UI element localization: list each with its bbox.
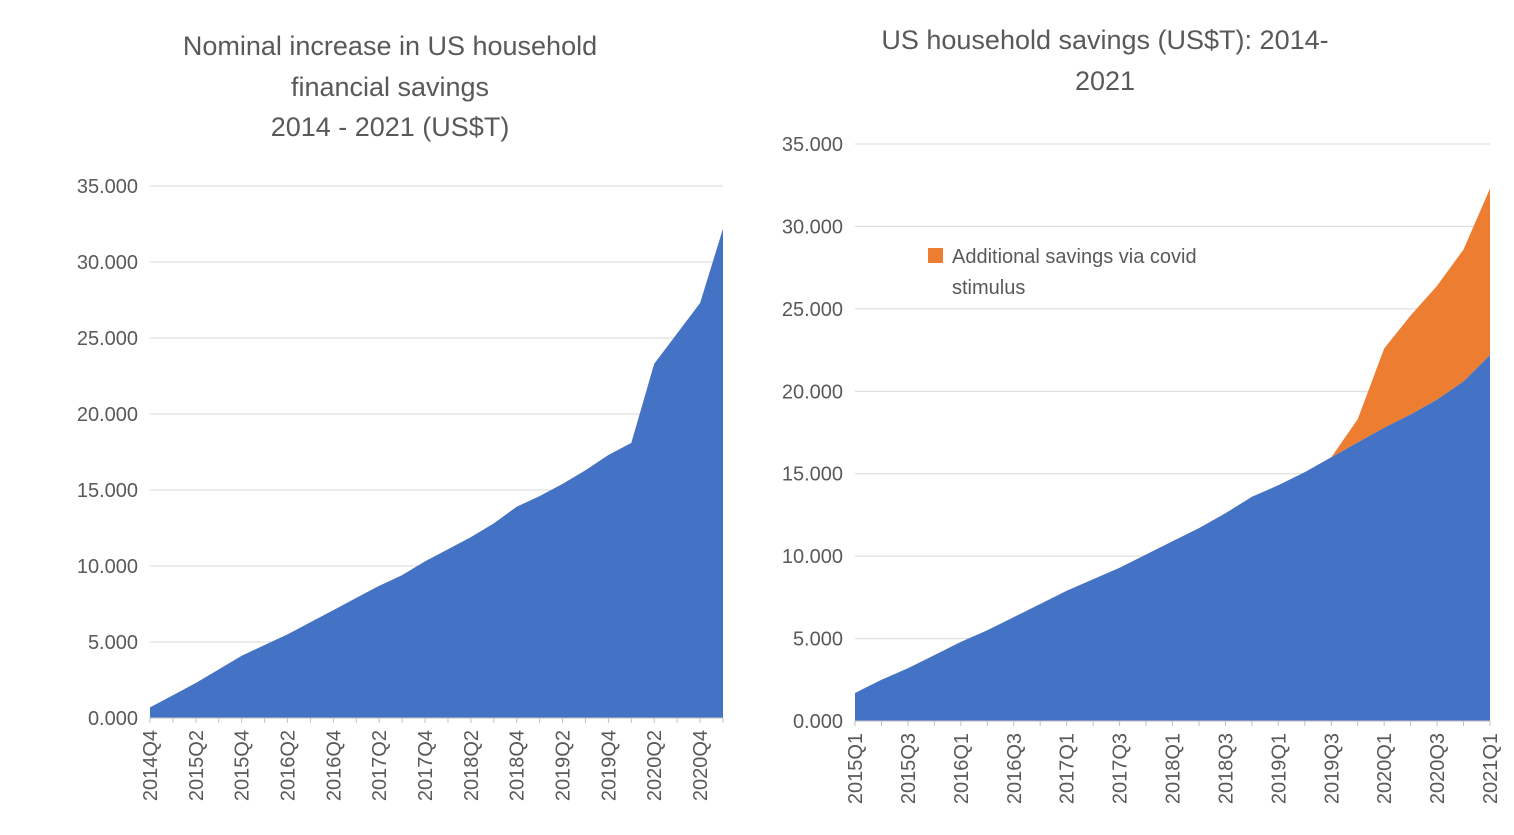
area-chart-nominal-increase: 0.000 5.000 10.000 15.000 20.000 25.000 30.000…: [77, 176, 724, 801]
y-tick-label: 0.000: [88, 708, 138, 730]
chart-title-household-savings: US household savings (US$T): 2014- 2021: [881, 25, 1329, 96]
x-tick-label: 2018Q1: [1163, 733, 1185, 804]
y-tick-label: 15.000: [782, 464, 843, 486]
x-tick-label: 2020Q3: [1427, 733, 1449, 804]
y-tick-label: 30.000: [782, 216, 843, 238]
x-tick-label: 2016Q4: [323, 730, 345, 801]
y-tick-label: 35.000: [782, 134, 843, 156]
x-tick-label: 2018Q2: [461, 730, 483, 801]
x-tick-label: 2019Q4: [598, 730, 620, 801]
legend-label: Additional savings via covid stimulus: [952, 246, 1197, 299]
x-tick-label: 2014Q4: [140, 730, 162, 801]
chart-household-savings: US household savings (US$T): 2014- 2021 …: [740, 0, 1514, 835]
x-tick-label: 2016Q1: [951, 733, 973, 804]
x-tick-label: 2015Q1: [845, 733, 867, 804]
x-tick-label: 2021Q1: [1480, 733, 1502, 804]
chart-title-nominal-increase: Nominal increase in US household financi…: [182, 31, 598, 142]
y-tick-label: 20.000: [77, 404, 138, 426]
x-tick-label: 2015Q3: [898, 733, 920, 804]
y-tick-label: 5.000: [793, 629, 843, 651]
y-tick-label: 10.000: [77, 556, 138, 578]
legend: Additional savings via covid stimulus: [928, 242, 1257, 304]
area-series: [855, 355, 1490, 721]
x-tick-label: 2016Q2: [278, 730, 300, 801]
x-tick-label: 2019Q1: [1268, 733, 1290, 804]
y-tick-label: 25.000: [77, 328, 138, 350]
x-tick-label: 2019Q2: [553, 730, 575, 801]
x-tick-label: 2017Q2: [369, 730, 391, 801]
chart-nominal-increase: Nominal increase in US household financi…: [0, 0, 740, 835]
y-tick-label: 0.000: [793, 711, 843, 733]
y-tick-label: 30.000: [77, 252, 138, 274]
y-tick-label: 5.000: [88, 632, 138, 654]
x-tick-label: 2017Q3: [1110, 733, 1132, 804]
area-chart-household-savings: 0.000 5.000 10.000 15.000 20.000 25.000 30.000…: [782, 134, 1502, 804]
x-tick-label: 2017Q1: [1057, 733, 1079, 804]
y-tick-label: 15.000: [77, 480, 138, 502]
area-series: [150, 228, 723, 718]
x-tick-label: 2018Q3: [1215, 733, 1237, 804]
x-tick-label: 2020Q2: [644, 730, 666, 801]
x-tick-label: 2019Q3: [1321, 733, 1343, 804]
x-tick-label: 2017Q4: [415, 730, 437, 801]
y-tick-label: 20.000: [782, 381, 843, 403]
y-tick-label: 35.000: [77, 176, 138, 198]
y-tick-label: 10.000: [782, 546, 843, 568]
legend-swatch-covid-stimulus: [928, 248, 943, 263]
y-tick-label: 25.000: [782, 299, 843, 321]
x-tick-label: 2018Q4: [507, 730, 529, 801]
x-tick-label: 2015Q4: [232, 730, 254, 801]
x-tick-label: 2020Q4: [690, 730, 712, 801]
x-tick-label: 2020Q1: [1374, 733, 1396, 804]
x-tick-label: 2016Q3: [1004, 733, 1026, 804]
x-tick-label: 2015Q2: [186, 730, 208, 801]
